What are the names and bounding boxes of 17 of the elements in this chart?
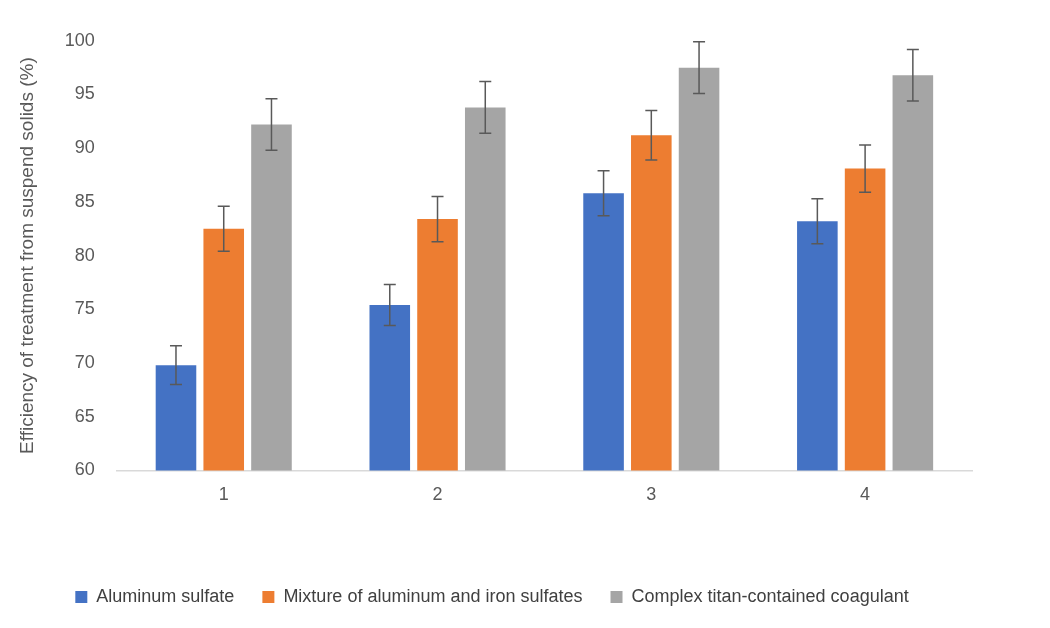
y-tick-label: 100 [64,29,95,50]
y-tick-label: 90 [74,137,95,158]
y-tick-label: 65 [74,405,95,426]
x-tick-label: 3 [646,484,657,505]
legend-label: Complex titan-contained coagulant [631,585,909,606]
y-tick-label: 75 [74,298,95,319]
x-tick-label: 2 [432,484,443,505]
y-tick-label: 60 [74,459,95,480]
legend-label: Aluminum sulfate [96,585,235,606]
y-axis-title: Efficiency of treatment from suspend solids (%) [15,57,37,454]
y-tick-label: 80 [74,244,95,265]
x-tick-label: 1 [218,484,229,505]
x-tick-label: 4 [860,484,871,505]
y-tick-label: 85 [74,190,95,211]
legend-label: Mixture of aluminum and iron sulfates [283,585,583,606]
y-tick-label: 95 [74,83,95,104]
y-tick-label: 70 [74,351,95,372]
